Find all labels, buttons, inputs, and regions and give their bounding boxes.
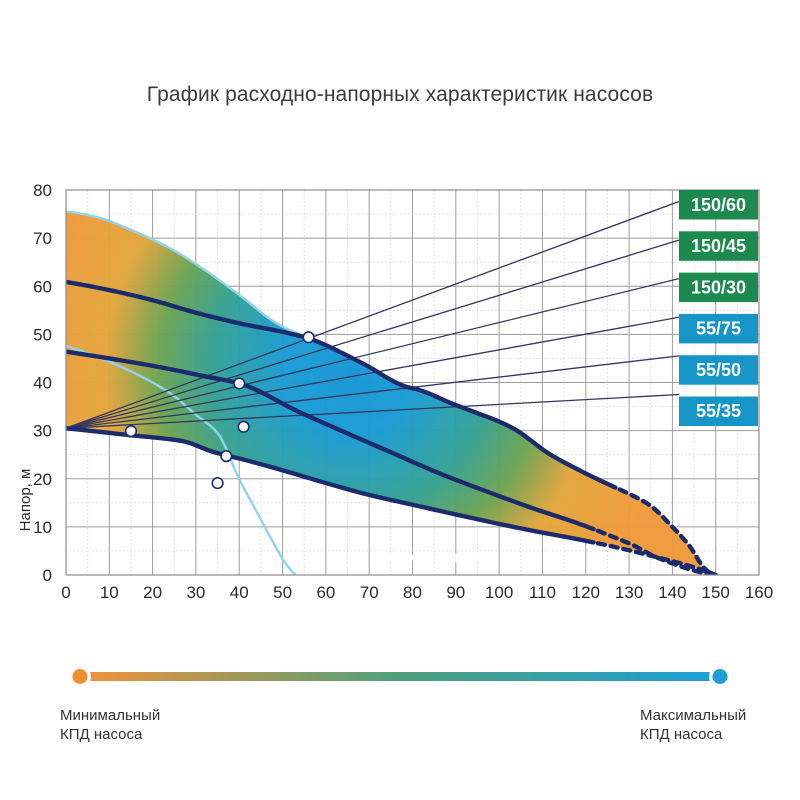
svg-text:0: 0 xyxy=(43,566,52,585)
svg-text:10: 10 xyxy=(100,583,119,602)
svg-text:140: 140 xyxy=(658,583,686,602)
svg-text:150/45: 150/45 xyxy=(691,236,746,256)
svg-text:50: 50 xyxy=(273,583,292,602)
svg-text:40: 40 xyxy=(33,374,52,393)
svg-text:70: 70 xyxy=(33,229,52,248)
svg-text:10: 10 xyxy=(33,518,52,537)
svg-text:30: 30 xyxy=(186,583,205,602)
svg-text:120: 120 xyxy=(572,583,600,602)
svg-text:0: 0 xyxy=(61,583,70,602)
svg-text:30: 30 xyxy=(33,422,52,441)
svg-text:Расход, л/мин: Расход, л/мин xyxy=(374,549,485,566)
svg-text:150/30: 150/30 xyxy=(691,277,746,297)
svg-text:20: 20 xyxy=(143,583,162,602)
svg-text:110: 110 xyxy=(529,583,556,602)
svg-text:55/35: 55/35 xyxy=(696,401,741,421)
svg-text:55/50: 55/50 xyxy=(696,360,741,380)
svg-text:20: 20 xyxy=(33,470,52,489)
svg-text:70: 70 xyxy=(360,583,379,602)
svg-text:80: 80 xyxy=(403,583,422,602)
svg-text:55/75: 55/75 xyxy=(696,319,741,339)
svg-text:130: 130 xyxy=(615,583,643,602)
svg-text:Напор, м: Напор, м xyxy=(17,469,34,532)
svg-text:150/60: 150/60 xyxy=(691,195,746,215)
svg-text:100: 100 xyxy=(485,583,513,602)
svg-text:60: 60 xyxy=(33,277,52,296)
svg-text:60: 60 xyxy=(316,583,335,602)
svg-text:150: 150 xyxy=(702,583,730,602)
svg-text:40: 40 xyxy=(230,583,249,602)
svg-text:90: 90 xyxy=(446,583,465,602)
svg-text:50: 50 xyxy=(33,325,52,344)
svg-text:80: 80 xyxy=(33,181,52,200)
svg-text:160: 160 xyxy=(745,583,773,602)
